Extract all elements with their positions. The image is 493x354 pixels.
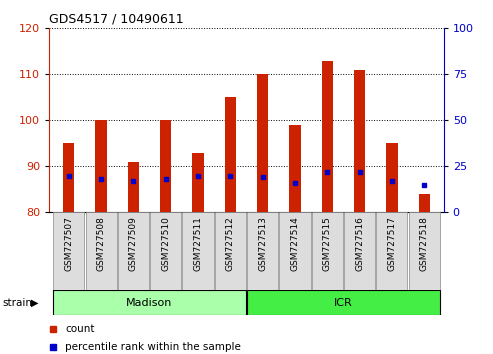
- Text: ICR: ICR: [334, 298, 353, 308]
- Text: strain: strain: [2, 298, 33, 308]
- Text: ▶: ▶: [31, 298, 38, 308]
- Text: GSM727510: GSM727510: [161, 216, 170, 271]
- Bar: [192, 153, 204, 212]
- FancyBboxPatch shape: [150, 212, 181, 290]
- Bar: [321, 61, 333, 212]
- Bar: [419, 194, 430, 212]
- Text: GSM727518: GSM727518: [420, 216, 429, 271]
- Text: GSM727513: GSM727513: [258, 216, 267, 271]
- FancyBboxPatch shape: [53, 290, 246, 315]
- Text: GDS4517 / 10490611: GDS4517 / 10490611: [49, 13, 184, 26]
- Text: count: count: [65, 324, 95, 334]
- Bar: [63, 143, 74, 212]
- Bar: [257, 74, 268, 212]
- Text: GSM727511: GSM727511: [194, 216, 203, 271]
- FancyBboxPatch shape: [182, 212, 213, 290]
- FancyBboxPatch shape: [53, 212, 84, 290]
- FancyBboxPatch shape: [312, 212, 343, 290]
- Text: Madison: Madison: [126, 298, 173, 308]
- Bar: [128, 162, 139, 212]
- Text: GSM727514: GSM727514: [290, 216, 299, 271]
- Bar: [289, 125, 301, 212]
- Text: percentile rank within the sample: percentile rank within the sample: [65, 342, 241, 352]
- Text: GSM727509: GSM727509: [129, 216, 138, 271]
- FancyBboxPatch shape: [247, 290, 440, 315]
- FancyBboxPatch shape: [215, 212, 246, 290]
- FancyBboxPatch shape: [85, 212, 116, 290]
- Bar: [160, 120, 172, 212]
- Bar: [95, 120, 106, 212]
- Text: GSM727507: GSM727507: [64, 216, 73, 271]
- FancyBboxPatch shape: [409, 212, 440, 290]
- FancyBboxPatch shape: [344, 212, 375, 290]
- Text: GSM727512: GSM727512: [226, 216, 235, 271]
- Text: GSM727508: GSM727508: [97, 216, 106, 271]
- Text: GSM727515: GSM727515: [323, 216, 332, 271]
- FancyBboxPatch shape: [247, 212, 278, 290]
- Bar: [387, 143, 398, 212]
- FancyBboxPatch shape: [280, 212, 311, 290]
- Bar: [354, 70, 365, 212]
- FancyBboxPatch shape: [377, 212, 408, 290]
- Text: GSM727516: GSM727516: [355, 216, 364, 271]
- Text: GSM727517: GSM727517: [387, 216, 396, 271]
- Bar: [225, 97, 236, 212]
- FancyBboxPatch shape: [118, 212, 149, 290]
